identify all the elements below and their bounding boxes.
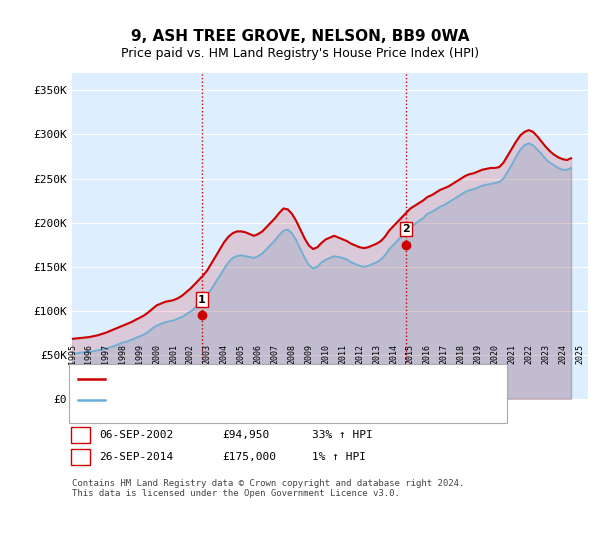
Text: 2021: 2021 xyxy=(508,344,517,365)
Text: 2017: 2017 xyxy=(440,344,449,365)
Text: 2007: 2007 xyxy=(271,344,280,365)
Text: 2019: 2019 xyxy=(473,344,482,365)
Text: 2011: 2011 xyxy=(338,344,347,365)
Text: 1998: 1998 xyxy=(118,344,127,365)
Text: £175,000: £175,000 xyxy=(222,452,276,462)
Text: 2014: 2014 xyxy=(389,344,398,365)
Text: 2024: 2024 xyxy=(558,344,567,365)
Text: 2010: 2010 xyxy=(321,344,330,365)
Text: 1995: 1995 xyxy=(67,344,77,365)
Text: 2013: 2013 xyxy=(372,344,381,365)
Text: 2000: 2000 xyxy=(152,344,161,365)
Text: 2004: 2004 xyxy=(220,344,229,365)
Text: 2018: 2018 xyxy=(457,344,466,365)
Text: 26-SEP-2014: 26-SEP-2014 xyxy=(99,452,173,462)
Text: 1% ↑ HPI: 1% ↑ HPI xyxy=(312,452,366,462)
Text: HPI: Average price, detached house, Pendle: HPI: Average price, detached house, Pend… xyxy=(111,395,373,405)
Text: Contains HM Land Registry data © Crown copyright and database right 2024.
This d: Contains HM Land Registry data © Crown c… xyxy=(72,479,464,498)
Text: 2023: 2023 xyxy=(541,344,550,365)
Text: 2: 2 xyxy=(77,452,84,462)
Text: 2: 2 xyxy=(402,224,410,234)
Text: £94,950: £94,950 xyxy=(222,430,269,440)
Text: 2015: 2015 xyxy=(406,344,415,365)
Text: 1999: 1999 xyxy=(135,344,144,365)
Text: 1997: 1997 xyxy=(101,344,110,365)
Text: 2003: 2003 xyxy=(203,344,212,365)
Text: 2006: 2006 xyxy=(254,344,263,365)
Text: 2012: 2012 xyxy=(355,344,364,365)
Text: 2001: 2001 xyxy=(169,344,178,365)
Text: 2016: 2016 xyxy=(423,344,432,365)
Text: 9, ASH TREE GROVE, NELSON, BB9 0WA (detached house): 9, ASH TREE GROVE, NELSON, BB9 0WA (deta… xyxy=(111,374,430,384)
Text: 9, ASH TREE GROVE, NELSON, BB9 0WA: 9, ASH TREE GROVE, NELSON, BB9 0WA xyxy=(131,29,469,44)
Text: 2020: 2020 xyxy=(490,344,499,365)
Text: 1: 1 xyxy=(198,295,206,305)
Text: 33% ↑ HPI: 33% ↑ HPI xyxy=(312,430,373,440)
Text: 2009: 2009 xyxy=(304,344,313,365)
Text: 2002: 2002 xyxy=(186,344,195,365)
Text: 2008: 2008 xyxy=(287,344,296,365)
Text: 2025: 2025 xyxy=(575,344,584,365)
Text: Price paid vs. HM Land Registry's House Price Index (HPI): Price paid vs. HM Land Registry's House … xyxy=(121,46,479,60)
Text: 1: 1 xyxy=(77,430,84,440)
Text: 2022: 2022 xyxy=(524,344,533,365)
Text: 1996: 1996 xyxy=(85,344,94,365)
Text: 2005: 2005 xyxy=(236,344,245,365)
Text: 06-SEP-2002: 06-SEP-2002 xyxy=(99,430,173,440)
